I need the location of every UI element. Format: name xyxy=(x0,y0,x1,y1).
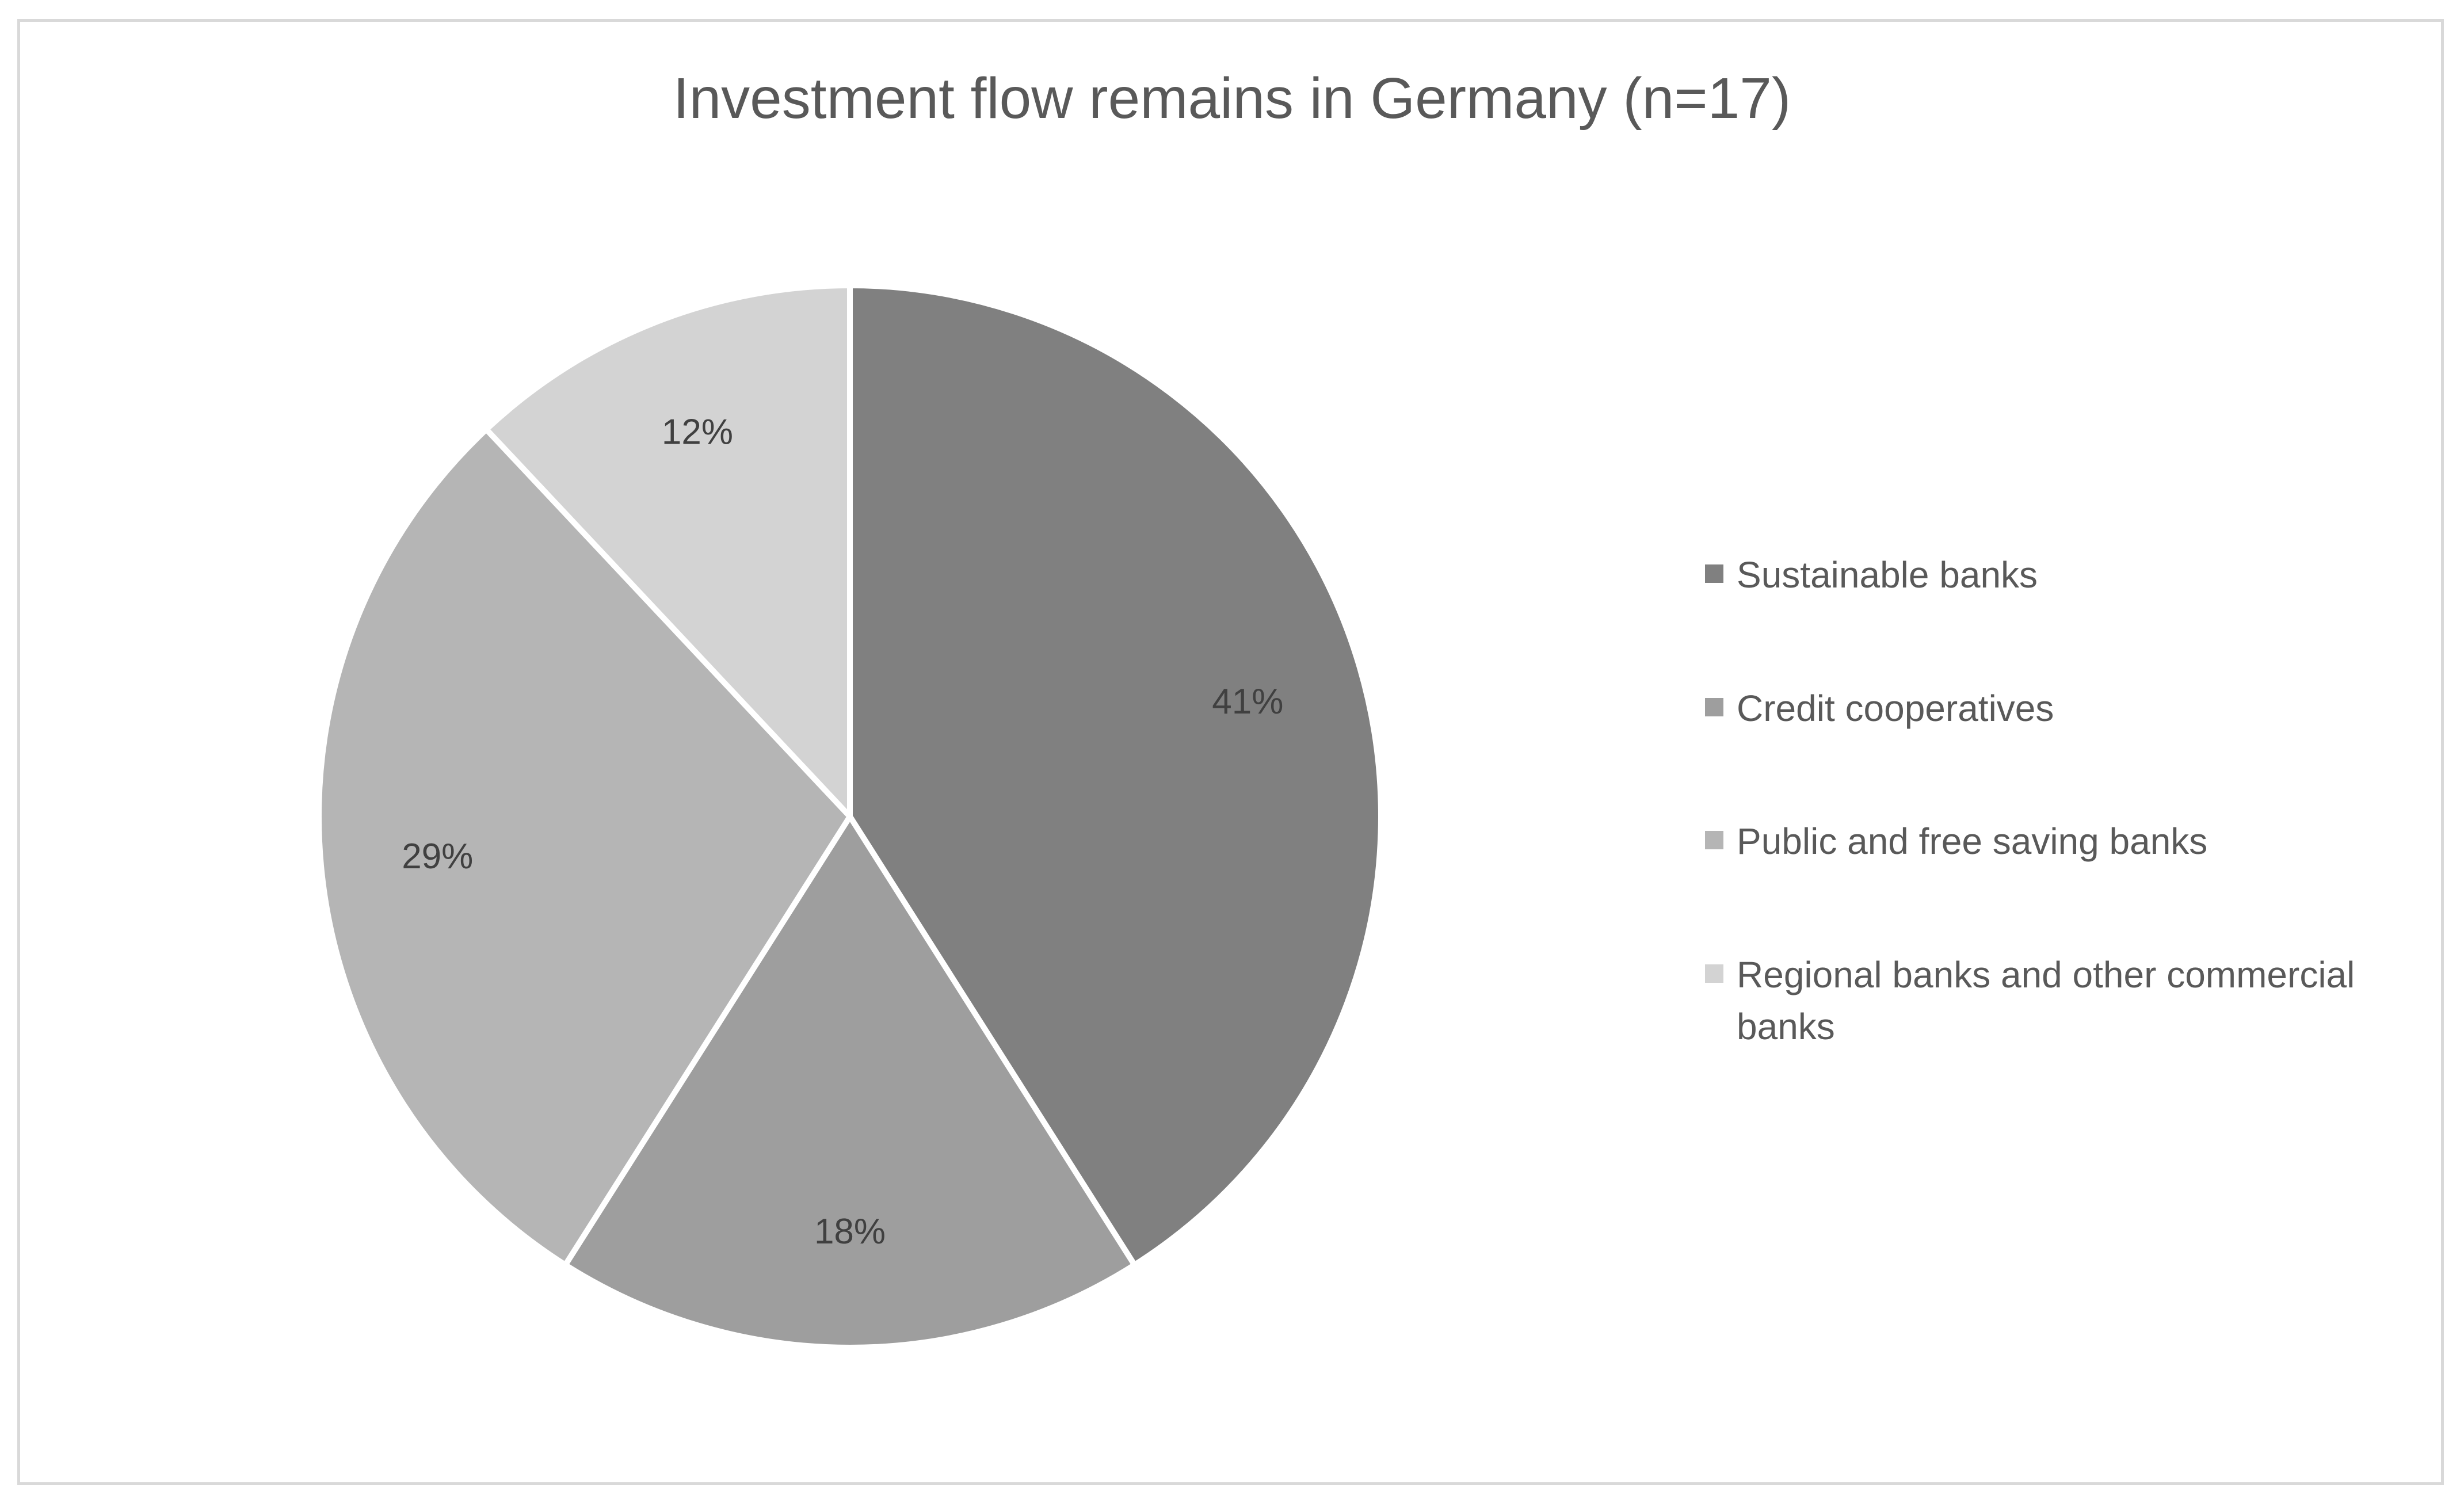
chart-title: Investment flow remains in Germany (n=17… xyxy=(673,66,1791,131)
legend: Sustainable banks Credit cooperatives Publ… xyxy=(1705,554,2355,1047)
legend-swatch-4 xyxy=(1705,964,1723,983)
data-label-2: 18% xyxy=(814,1212,886,1252)
legend-item-3: Public and free saving banks xyxy=(1705,821,2207,862)
legend-swatch-2 xyxy=(1705,698,1723,716)
data-label-1: 41% xyxy=(1212,682,1283,722)
legend-swatch-1 xyxy=(1705,564,1723,583)
legend-label-3: Public and free saving banks xyxy=(1737,821,2207,862)
legend-label-1: Sustainable banks xyxy=(1737,554,2038,596)
pie-slices xyxy=(316,283,1384,1350)
pie-slice-1 xyxy=(847,283,1384,1268)
pie-slice-4 xyxy=(483,283,853,819)
legend-item-4: Regional banks and other commercial banks xyxy=(1705,954,2355,1047)
pie-slice-3 xyxy=(316,426,853,1268)
legend-item-1: Sustainable banks xyxy=(1705,554,2038,596)
legend-label-4: Regional banks and other commercial banks xyxy=(1737,954,2355,1047)
legend-label-2: Credit cooperatives xyxy=(1737,688,2054,729)
data-label-4: 12% xyxy=(662,413,733,452)
pie-slice-2 xyxy=(562,814,1138,1350)
pie-data-labels: 41% 18% 29% 12% xyxy=(402,413,1283,1252)
data-label-3: 29% xyxy=(402,837,473,876)
legend-item-2: Credit cooperatives xyxy=(1705,688,2054,729)
legend-swatch-3 xyxy=(1705,831,1723,849)
